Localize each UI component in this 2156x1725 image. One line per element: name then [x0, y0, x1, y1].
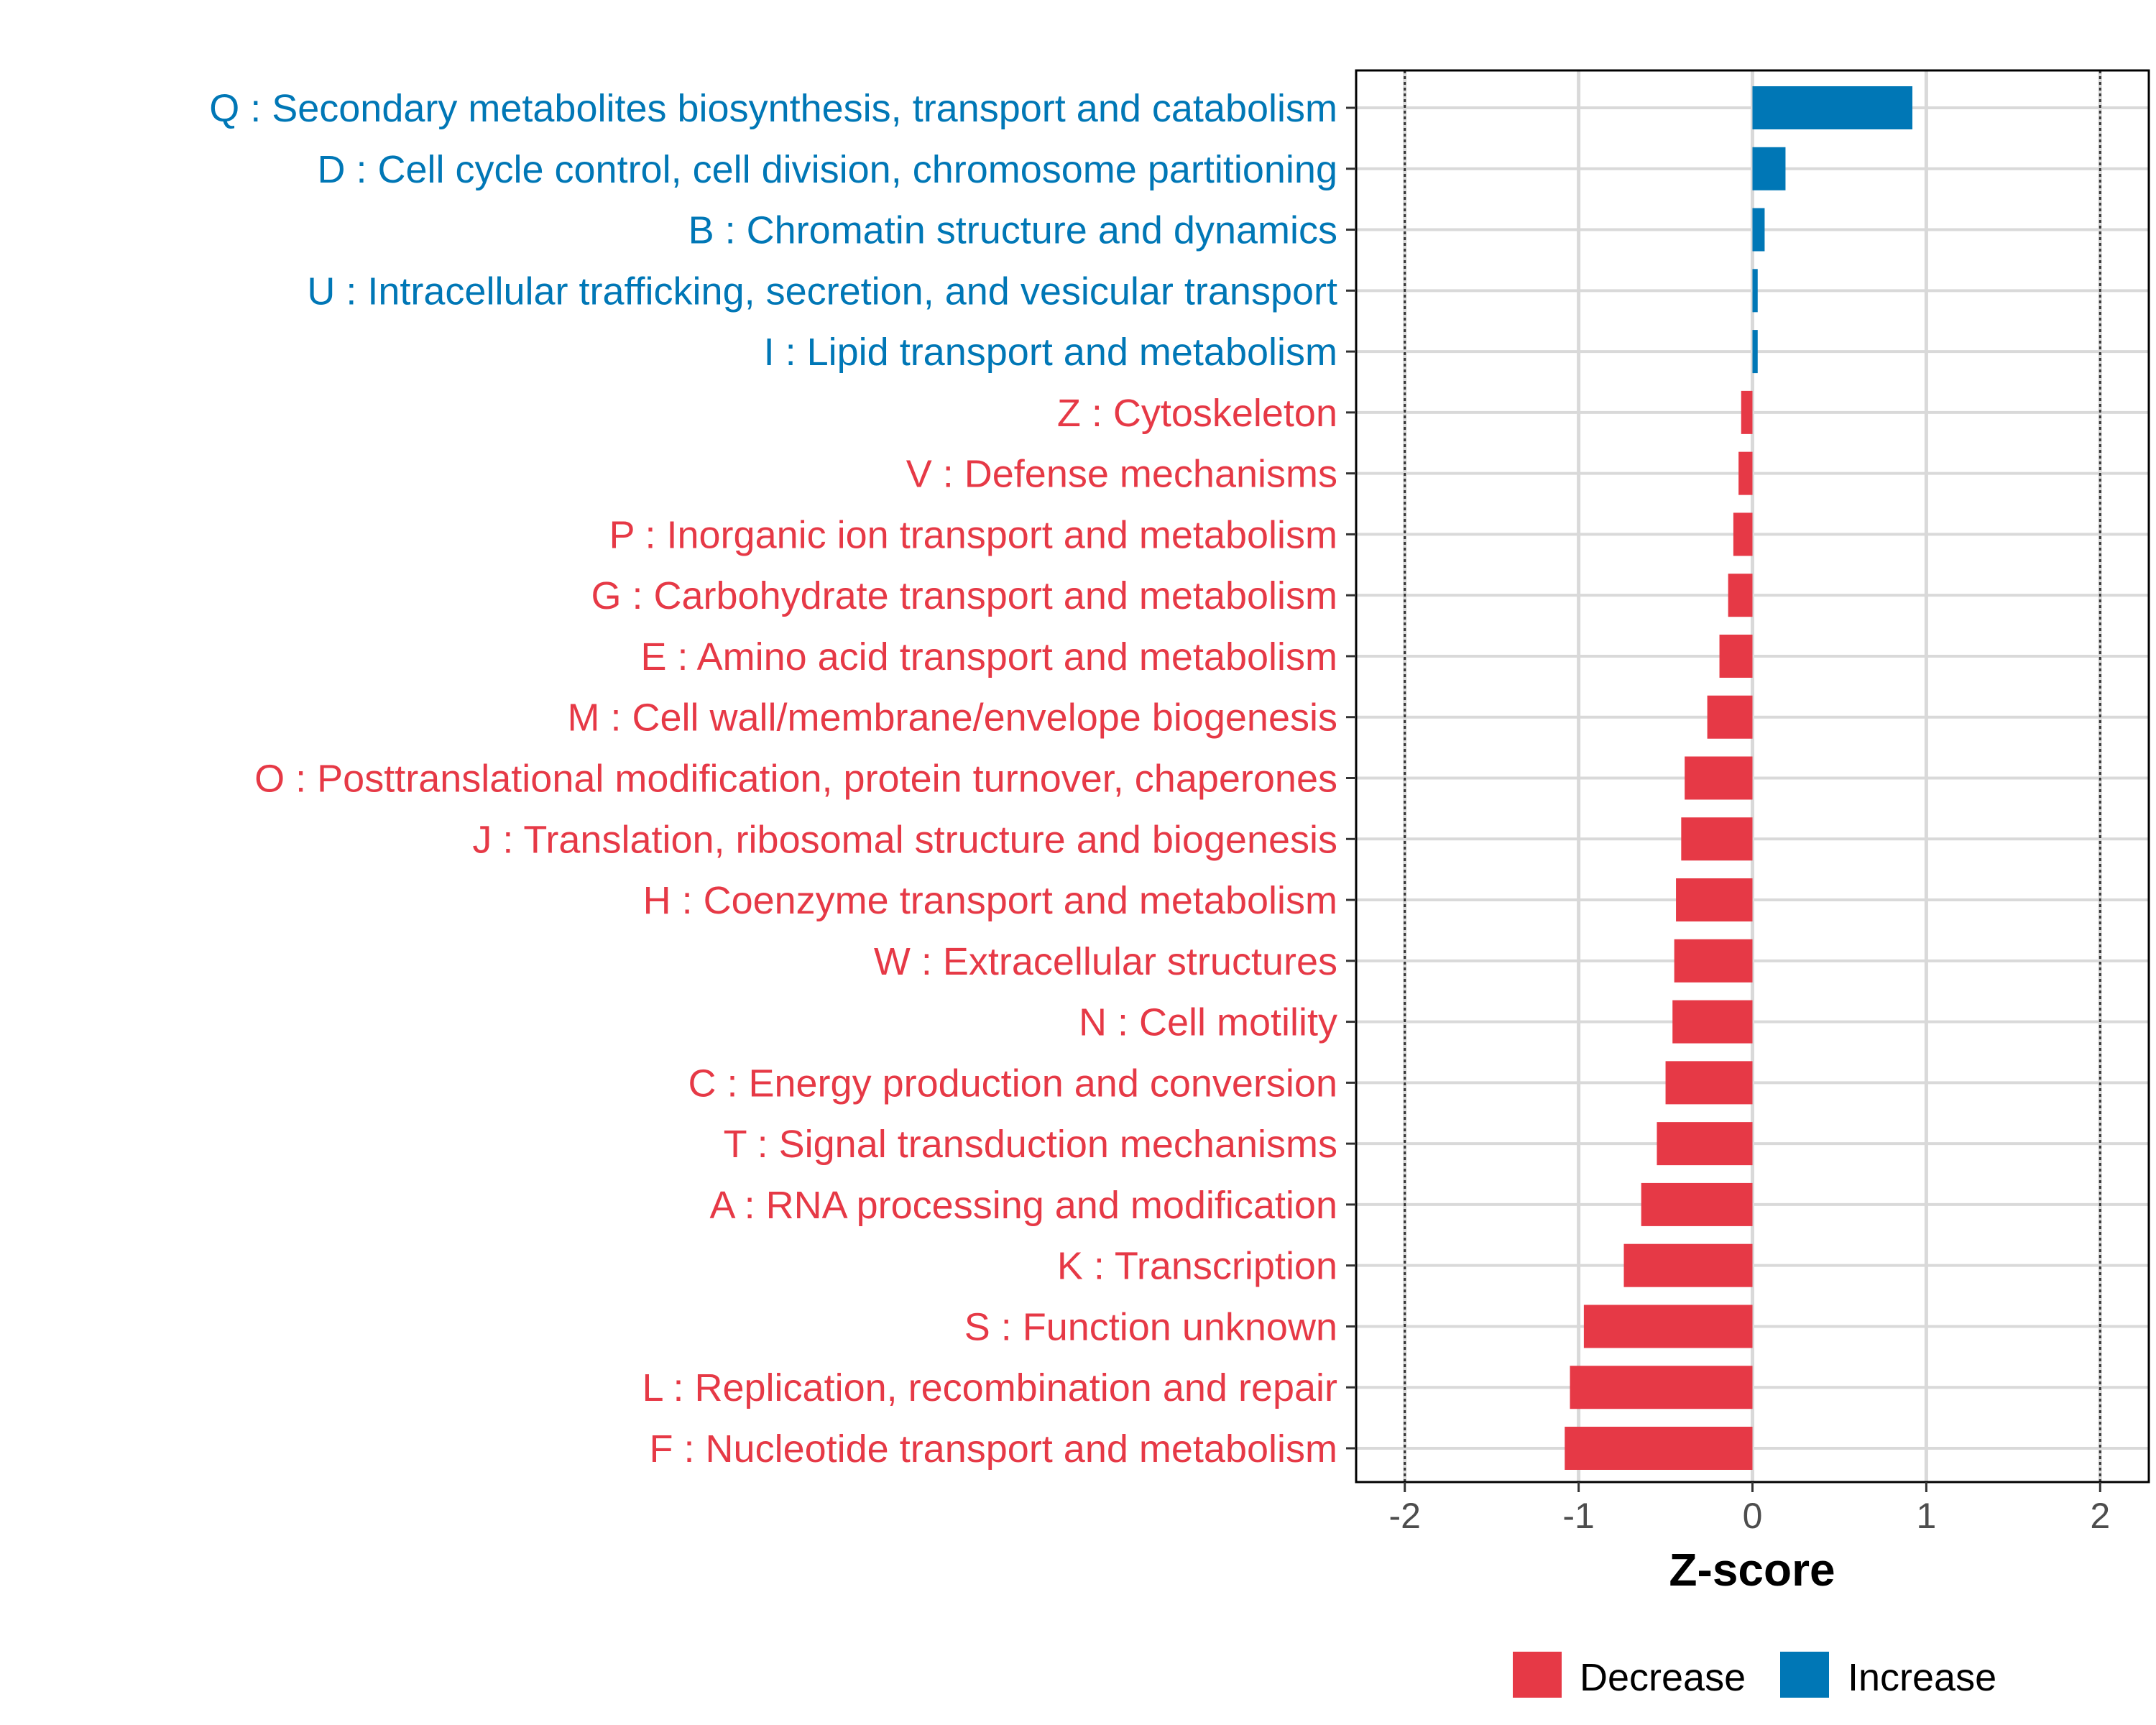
category-label: E : Amino acid transport and metabolism	[641, 635, 1337, 678]
category-label: P : Inorganic ion transport and metaboli…	[609, 513, 1337, 556]
bar	[1623, 1243, 1753, 1287]
bar	[1719, 634, 1753, 678]
bar	[1685, 756, 1753, 800]
bar	[1741, 390, 1753, 434]
category-labels: Q : Secondary metabolites biosynthesis, …	[209, 87, 1356, 1471]
category-label: H : Coenzyme transport and metabolism	[643, 879, 1337, 922]
legend: Decrease Increase	[1513, 1652, 1996, 1699]
category-label: Z : Cytoskeleton	[1057, 392, 1337, 435]
bar	[1752, 208, 1765, 252]
bar	[1752, 330, 1758, 374]
bar	[1674, 939, 1753, 983]
bar	[1657, 1122, 1753, 1166]
bar	[1681, 817, 1753, 861]
category-label: O : Posttranslational modification, prot…	[254, 758, 1337, 801]
legend-swatch-increase	[1780, 1652, 1829, 1698]
bar	[1738, 451, 1753, 495]
bar	[1665, 1061, 1753, 1105]
bar	[1733, 512, 1753, 556]
bar	[1752, 269, 1758, 313]
bar	[1752, 86, 1913, 129]
category-label: D : Cell cycle control, cell division, c…	[317, 148, 1337, 191]
bar	[1707, 695, 1753, 739]
category-label: I : Lipid transport and metabolism	[764, 331, 1337, 374]
x-axis-title: Z-score	[1669, 1544, 1835, 1596]
legend-label-increase: Increase	[1848, 1656, 1996, 1699]
bar	[1583, 1305, 1753, 1348]
category-label: A : RNA processing and modification	[710, 1184, 1337, 1227]
category-label: V : Defense mechanisms	[906, 453, 1337, 496]
category-label: G : Carbohydrate transport and metabolis…	[591, 574, 1338, 617]
x-tick-label: 2	[2090, 1496, 2110, 1536]
category-label: F : Nucleotide transport and metabolism	[650, 1427, 1337, 1471]
legend-label-decrease: Decrease	[1580, 1656, 1746, 1699]
category-label: W : Extracellular structures	[874, 940, 1337, 983]
bar	[1641, 1182, 1753, 1226]
legend-swatch-decrease	[1513, 1652, 1562, 1698]
bar	[1672, 1000, 1753, 1044]
x-tick-label: -1	[1562, 1496, 1594, 1536]
category-label: N : Cell motility	[1079, 1001, 1337, 1044]
x-tick-label: 0	[1743, 1496, 1763, 1536]
category-label: K : Transcription	[1057, 1245, 1337, 1288]
category-label: J : Translation, ribosomal structure and…	[472, 818, 1337, 861]
category-label: M : Cell wall/membrane/envelope biogenes…	[567, 696, 1337, 740]
category-label: U : Intracellular trafficking, secretion…	[307, 270, 1337, 313]
category-label: B : Chromatin structure and dynamics	[688, 209, 1337, 252]
category-label: S : Function unknown	[964, 1305, 1337, 1348]
x-axis-ticks: -2 -1 0 1 2	[1388, 1482, 2110, 1536]
bars	[1565, 86, 1913, 1470]
bar	[1676, 878, 1753, 922]
x-tick-label: 1	[1916, 1496, 1936, 1536]
bar	[1728, 574, 1753, 617]
category-label: T : Signal transduction mechanisms	[724, 1123, 1337, 1166]
category-label: Q : Secondary metabolites biosynthesis, …	[209, 87, 1337, 130]
bar	[1565, 1427, 1753, 1470]
bar	[1752, 147, 1786, 190]
category-label: L : Replication, recombination and repai…	[642, 1366, 1337, 1409]
category-label: C : Energy production and conversion	[688, 1062, 1337, 1105]
x-tick-label: -2	[1388, 1496, 1420, 1536]
bar	[1570, 1366, 1753, 1409]
